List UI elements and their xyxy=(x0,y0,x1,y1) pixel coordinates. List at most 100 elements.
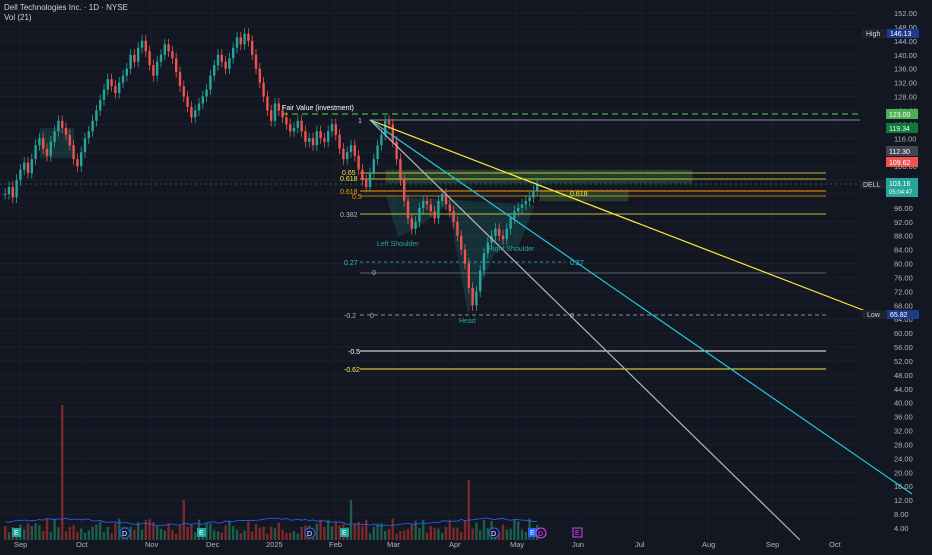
price-tick-label: 84.00 xyxy=(894,246,913,255)
candle-body xyxy=(186,96,189,107)
volume-bar xyxy=(118,518,121,540)
candle-body xyxy=(72,145,75,160)
volume-bar xyxy=(213,530,216,540)
fair-value-badge-value: 123.00 xyxy=(889,112,911,119)
volume-bar xyxy=(72,525,75,540)
earnings-marker[interactable]: E xyxy=(340,528,349,537)
candle-body xyxy=(342,148,345,160)
dividend-marker-label: D xyxy=(307,531,312,538)
volume-bar xyxy=(338,525,341,540)
candle-body xyxy=(372,159,375,174)
volume-bar xyxy=(384,530,387,540)
volume-bar xyxy=(209,523,212,540)
candle-body xyxy=(532,190,535,198)
volume-bar xyxy=(247,521,250,540)
volume-bar xyxy=(479,530,482,540)
candle-body xyxy=(509,218,512,229)
dividend-marker[interactable]: D xyxy=(488,527,500,539)
upcoming-earnings-marker[interactable]: E xyxy=(572,527,583,538)
volume-bar xyxy=(452,527,455,540)
volume-bar xyxy=(91,526,94,540)
flash-marker[interactable]: D xyxy=(535,527,547,539)
level-119-badge: 119.34 xyxy=(886,123,918,133)
candle-body xyxy=(517,207,520,212)
price-tick-label: 140.00 xyxy=(894,51,917,60)
candle-body xyxy=(148,51,151,66)
candle-body xyxy=(418,207,421,222)
volume-bar xyxy=(414,520,417,540)
candle-body xyxy=(399,159,402,181)
low-badge-value: 65.82 xyxy=(890,312,908,319)
dividend-marker[interactable]: D xyxy=(304,527,316,539)
volume-bar xyxy=(422,519,425,540)
candle-body xyxy=(83,138,87,153)
time-tick-label: Nov xyxy=(145,540,159,549)
volume-bar xyxy=(509,528,512,540)
volume-bar xyxy=(486,527,489,540)
time-tick-label: Jul xyxy=(635,540,645,549)
volume-indicator-label[interactable]: Vol (21) xyxy=(4,13,32,22)
time-tick-label: Apr xyxy=(449,540,461,549)
candle-body xyxy=(281,110,284,118)
volume-bar xyxy=(501,524,505,540)
dividend-marker[interactable]: D xyxy=(119,527,131,539)
candle-body xyxy=(156,61,159,76)
volume-bar xyxy=(64,531,68,540)
candle-body xyxy=(140,40,144,48)
price-axis[interactable]: 152.00 148.00 144.00 140.00 136.00 132.00 128.… xyxy=(894,9,917,533)
volume-bar xyxy=(406,529,410,540)
candle-body xyxy=(163,44,166,55)
volume-bar xyxy=(292,531,296,540)
time-axis[interactable]: Sep Oct Nov Dec 2025 Feb Mar Apr May Jun Jul Aug Sep… xyxy=(14,540,842,549)
volume-bar xyxy=(437,528,440,540)
volume-bar xyxy=(194,531,197,540)
volume-bar xyxy=(239,532,242,540)
volume-bar xyxy=(365,519,368,540)
price-tick-label: 4.00 xyxy=(894,524,909,533)
volume-bar xyxy=(281,529,284,540)
volume-bar xyxy=(425,532,429,540)
candle-body xyxy=(243,33,246,45)
candle-body xyxy=(125,68,128,76)
volume-bar xyxy=(186,526,189,540)
candle-body xyxy=(289,124,292,132)
cyan-trendline[interactable] xyxy=(369,119,913,495)
earnings-marker[interactable]: E xyxy=(197,528,206,537)
fib-0c-label: 0 xyxy=(570,313,574,320)
candle-body xyxy=(429,204,432,212)
fib-027-label: 0.27 xyxy=(344,260,358,267)
volume-bar xyxy=(380,523,383,540)
event-markers[interactable]: D E D E D E D E E xyxy=(12,527,583,539)
candle-body xyxy=(152,65,155,76)
candle-body xyxy=(475,291,478,306)
volume-bar xyxy=(467,480,470,540)
earnings-marker[interactable]: E xyxy=(528,528,537,537)
candle-body xyxy=(520,204,524,208)
price-tick-label: 68.00 xyxy=(894,301,913,310)
volume-bar xyxy=(182,500,185,540)
candle-body xyxy=(467,263,470,288)
symbol-title[interactable]: Dell Technologies Inc. · 1D · NYSE xyxy=(4,3,128,12)
volume-bar xyxy=(148,519,151,540)
candle-body xyxy=(30,159,33,174)
white-trendline[interactable] xyxy=(369,119,801,541)
candle-body xyxy=(353,145,356,156)
candle-body xyxy=(452,211,455,222)
volume-bar xyxy=(224,525,227,540)
candle-body xyxy=(23,162,26,170)
volume-bar xyxy=(144,520,147,540)
volume-bar xyxy=(353,523,356,540)
upcoming-earnings-marker-label: E xyxy=(575,530,580,537)
candle-body xyxy=(441,193,444,201)
volume-bar xyxy=(205,522,208,540)
yellow-trendline[interactable] xyxy=(369,119,869,313)
price-tick-label: 36.00 xyxy=(894,413,913,422)
earnings-marker[interactable]: E xyxy=(12,528,21,537)
candle-body xyxy=(102,89,106,100)
volume-bar xyxy=(399,531,402,540)
candle-body xyxy=(334,124,337,135)
candle-body xyxy=(361,169,364,181)
price-tick-label: 8.00 xyxy=(894,510,909,519)
